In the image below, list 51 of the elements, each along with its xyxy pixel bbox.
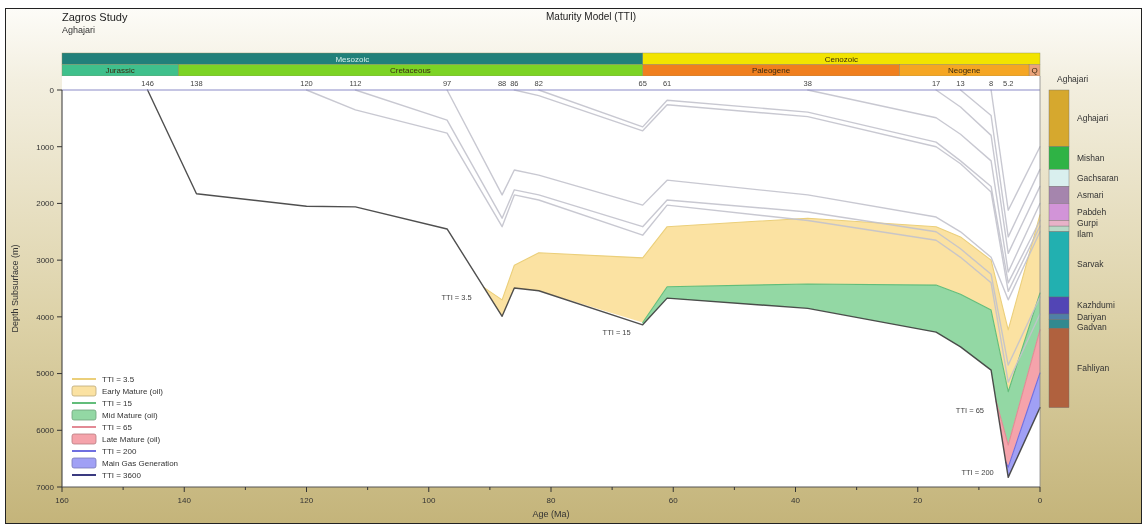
series-label: Pabdeh	[1077, 206, 1107, 217]
series-label: Gurpi	[1077, 218, 1098, 229]
series-label: Neogene	[947, 66, 981, 76]
series-label: Cenozoic	[824, 54, 859, 64]
legend-label: TTI = 3600	[102, 470, 142, 480]
x-tick-label: 100	[422, 496, 436, 505]
chart-title: Maturity Model (TTI)	[545, 11, 637, 22]
y-axis-title: Depth Subsurface (m)	[10, 244, 20, 333]
x-axis-title: Age (Ma)	[532, 509, 570, 519]
x-tick-label: 80	[546, 496, 556, 505]
legend-label: TTI = 15	[102, 398, 133, 408]
y-tick-label: 1000	[36, 142, 55, 152]
y-tick-label: 5000	[36, 369, 55, 379]
legend-label: TTI = 65	[102, 422, 133, 432]
series-label: Mishan	[1077, 153, 1105, 164]
chart-title: Aghajari	[1057, 74, 1089, 84]
x-tick-label: 120	[299, 496, 314, 505]
series-label: Fahliyan	[1077, 362, 1110, 373]
series-label: Dariyan	[1077, 311, 1107, 322]
legend-label: Early Mature (oil)	[102, 386, 164, 396]
series-label: Kazhdumi	[1077, 300, 1115, 311]
y-tick-label: 2000	[36, 199, 55, 209]
legend-label: Mid Mature (oil)	[102, 410, 158, 420]
y-tick-label: 0	[49, 85, 55, 95]
legend-label: TTI = 3.5	[102, 374, 135, 384]
x-tick-label: 140	[177, 496, 192, 505]
legend-label: Main Gas Generation	[102, 458, 179, 468]
y-tick-label: 7000	[36, 482, 55, 492]
series-label: Aghajari	[1077, 113, 1109, 124]
series-label: Gadvan	[1077, 322, 1108, 333]
x-tick-label: 160	[55, 496, 70, 505]
x-tick-label: 60	[668, 496, 679, 505]
y-tick-label: 4000	[36, 312, 55, 322]
x-tick-label: 20	[913, 496, 923, 505]
legend-label: Late Mature (oil)	[102, 434, 161, 444]
legend-label: TTI = 200	[102, 446, 138, 456]
y-tick-label: 6000	[36, 426, 55, 436]
series-label: Sarvak	[1077, 259, 1105, 270]
series-label: Cretaceous	[389, 66, 431, 76]
x-tick-label: 40	[791, 496, 801, 505]
series-label: Q	[1031, 66, 1038, 76]
chart-subtitle: Zagros Study	[62, 11, 128, 23]
series-label: Jurassic	[105, 66, 135, 76]
text: Aghajari	[62, 25, 96, 35]
y-tick-label: 3000	[36, 255, 55, 265]
series-label: Mesozoic	[335, 54, 370, 64]
series-label: Gachsaran	[1077, 172, 1119, 183]
x-tick-label: 0	[1037, 496, 1043, 505]
series-label: Paleogene	[751, 66, 791, 76]
series-label: Ilam	[1077, 228, 1094, 239]
series-label: Asmari	[1077, 189, 1104, 200]
